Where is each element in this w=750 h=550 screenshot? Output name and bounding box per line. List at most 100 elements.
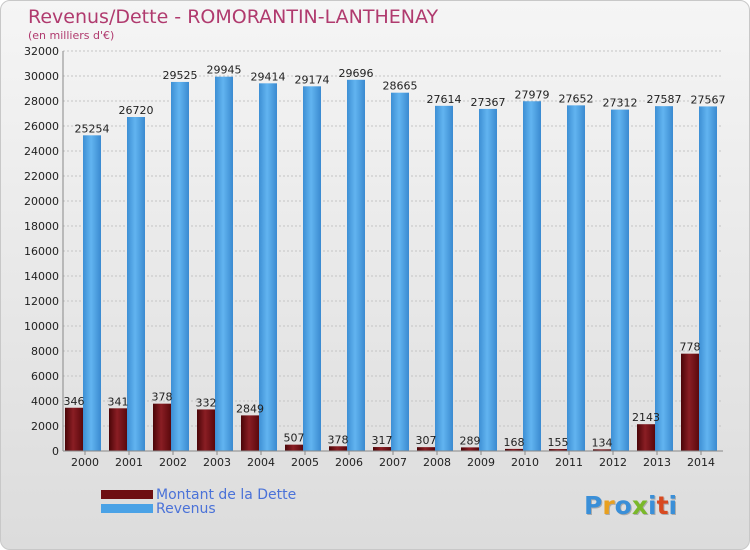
logo-letter: i bbox=[668, 491, 678, 520]
revenus-bar bbox=[215, 76, 233, 451]
y-tick-label: 28000 bbox=[24, 95, 59, 108]
x-tick-label: 2002 bbox=[159, 456, 187, 469]
debt-value-label: 289 bbox=[460, 434, 481, 447]
y-tick-label: 10000 bbox=[24, 320, 59, 333]
y-tick-label: 2000 bbox=[31, 420, 59, 433]
logo-letter: P bbox=[584, 491, 603, 520]
x-tick-label: 2000 bbox=[71, 456, 99, 469]
revenus-bar bbox=[655, 106, 673, 451]
y-tick-label: 12000 bbox=[24, 295, 59, 308]
y-tick-label: 14000 bbox=[24, 270, 59, 283]
logo-letter: t bbox=[656, 491, 669, 520]
debt-value-label: 378 bbox=[152, 391, 173, 404]
value-labels: 346 25254 341 26720 378 29525 332 29945 2849 2941… bbox=[64, 64, 726, 450]
revenus-value-label: 29945 bbox=[207, 64, 242, 77]
y-tick-label: 20000 bbox=[24, 195, 59, 208]
revenus-bar bbox=[699, 106, 717, 451]
logo-letter: r bbox=[602, 491, 615, 520]
revenus-bar bbox=[127, 117, 145, 451]
debt-bar bbox=[681, 353, 699, 451]
legend-swatch-revenus bbox=[101, 504, 153, 513]
x-tick-label: 2001 bbox=[115, 456, 143, 469]
revenus-bar bbox=[567, 105, 585, 451]
x-tick-label: 2007 bbox=[379, 456, 407, 469]
revenus-bar bbox=[259, 83, 277, 451]
x-tick-label: 2013 bbox=[643, 456, 671, 469]
x-tick-label: 2004 bbox=[247, 456, 275, 469]
revenus-value-label: 27567 bbox=[691, 93, 726, 106]
debt-bar bbox=[373, 447, 391, 451]
debt-bar bbox=[65, 407, 83, 451]
revenus-bar bbox=[303, 86, 321, 451]
revenus-value-label: 26720 bbox=[119, 104, 154, 117]
revenus-bar bbox=[611, 109, 629, 451]
debt-bar bbox=[197, 409, 215, 451]
revenus-value-label: 27652 bbox=[559, 92, 594, 105]
revenus-bar bbox=[83, 135, 101, 451]
debt-bar bbox=[329, 446, 347, 451]
debt-value-label: 378 bbox=[328, 433, 349, 446]
y-tick-label: 32000 bbox=[24, 45, 59, 58]
revenus-value-label: 29696 bbox=[339, 67, 374, 80]
logo-letter: i bbox=[648, 491, 657, 520]
revenus-value-label: 28665 bbox=[383, 80, 418, 93]
debt-bar bbox=[241, 415, 259, 451]
logo-letter: x bbox=[631, 491, 648, 520]
proxiti-logo: Proxiti bbox=[584, 491, 677, 520]
revenus-value-label: 27367 bbox=[471, 96, 506, 109]
revenus-value-label: 25254 bbox=[75, 122, 110, 135]
x-axis-ticks: 2000 2001 2002 2003 2004 2005 2006 2007 2008 2009… bbox=[71, 451, 715, 469]
revenus-bar bbox=[347, 79, 365, 452]
debt-bar bbox=[593, 449, 611, 451]
y-tick-label: 26000 bbox=[24, 120, 59, 133]
debt-value-label: 134 bbox=[592, 436, 613, 449]
x-tick-label: 2014 bbox=[687, 456, 715, 469]
debt-value-label: 307 bbox=[416, 434, 437, 447]
revenus-value-label: 27979 bbox=[515, 88, 550, 101]
debt-value-label: 778 bbox=[680, 341, 701, 354]
debt-bar bbox=[109, 408, 127, 451]
revenus-bar bbox=[171, 81, 189, 451]
revenus-bar bbox=[435, 105, 453, 451]
debt-bar bbox=[461, 447, 479, 451]
legend-label-revenus: Revenus bbox=[156, 501, 216, 517]
debt-value-label: 2143 bbox=[632, 411, 660, 424]
x-tick-label: 2008 bbox=[423, 456, 451, 469]
debt-bar bbox=[285, 444, 303, 451]
chart-title: Revenus/Dette - ROMORANTIN-LANTHENAY bbox=[28, 6, 439, 28]
x-tick-label: 2009 bbox=[467, 456, 495, 469]
debt-bar bbox=[637, 424, 655, 451]
debt-value-label: 2849 bbox=[236, 402, 264, 415]
y-axis-ticks: 0 2000 4000 6000 8000 10000 12000 14000 16000 180… bbox=[24, 45, 59, 458]
revenus-value-label: 29414 bbox=[251, 70, 286, 83]
revenus-value-label: 29174 bbox=[295, 73, 330, 86]
debt-value-label: 507 bbox=[284, 432, 305, 445]
x-tick-label: 2012 bbox=[599, 456, 627, 469]
debt-value-label: 332 bbox=[196, 396, 217, 409]
y-tick-label: 8000 bbox=[31, 345, 59, 358]
x-tick-label: 2010 bbox=[511, 456, 539, 469]
logo-letter: o bbox=[614, 491, 632, 520]
debt-bar bbox=[417, 447, 435, 451]
chart-subtitle: (en milliers d'€) bbox=[28, 29, 115, 42]
y-tick-label: 30000 bbox=[24, 70, 59, 83]
debt-value-label: 346 bbox=[64, 395, 85, 408]
debt-value-label: 317 bbox=[372, 434, 393, 447]
debt-bar bbox=[153, 403, 171, 451]
debt-value-label: 155 bbox=[548, 436, 569, 449]
y-tick-label: 16000 bbox=[24, 245, 59, 258]
x-tick-label: 2005 bbox=[291, 456, 319, 469]
revenus-value-label: 29525 bbox=[163, 69, 198, 82]
debt-bar bbox=[505, 448, 523, 451]
y-tick-label: 0 bbox=[52, 445, 59, 458]
revenus-value-label: 27614 bbox=[427, 93, 462, 106]
debt-value-label: 341 bbox=[108, 395, 129, 408]
x-tick-label: 2006 bbox=[335, 456, 363, 469]
y-tick-label: 24000 bbox=[24, 145, 59, 158]
revenus-bar bbox=[391, 92, 409, 451]
y-tick-label: 4000 bbox=[31, 395, 59, 408]
x-tick-label: 2003 bbox=[203, 456, 231, 469]
y-tick-label: 18000 bbox=[24, 220, 59, 233]
